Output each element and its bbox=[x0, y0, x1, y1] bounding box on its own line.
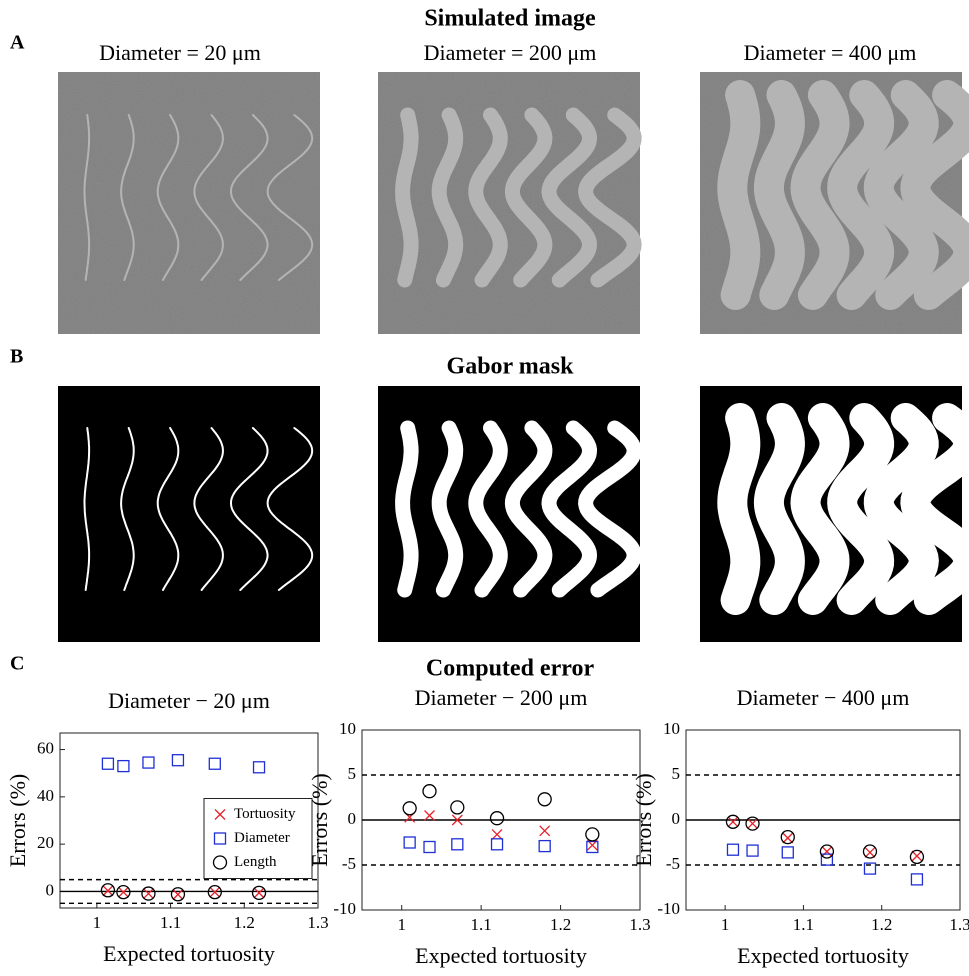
x-tick-label: 1.3 bbox=[629, 915, 650, 934]
chart-title: Diameter − 200 μm bbox=[415, 685, 588, 710]
x-axis-label: Expected tortuosity bbox=[103, 941, 275, 966]
legend-label: Length bbox=[234, 854, 277, 870]
mask-vessel bbox=[403, 428, 412, 590]
y-tick-label: -10 bbox=[333, 899, 356, 918]
y-tick-label: 10 bbox=[339, 719, 356, 738]
legend-label: Tortuosity bbox=[234, 806, 296, 822]
y-tick-label: 5 bbox=[672, 764, 681, 783]
vessel bbox=[732, 95, 745, 295]
image-title: Diameter = 400 μm bbox=[744, 40, 917, 65]
y-tick-label: 0 bbox=[672, 809, 681, 828]
x-tick-label: 1.3 bbox=[949, 915, 969, 934]
image-title: Diameter = 20 μm bbox=[99, 40, 261, 65]
panel-label: B bbox=[10, 346, 23, 368]
x-tick-label: 1.2 bbox=[871, 915, 892, 934]
x-tick-label: 1.1 bbox=[471, 915, 492, 934]
charts: Diameter − 20 μm Expected tortuosity Error… bbox=[5, 685, 969, 968]
y-axis-label: Errors (%) bbox=[631, 773, 656, 866]
chart-title: Diameter − 400 μm bbox=[737, 685, 910, 710]
y-tick-label: 40 bbox=[37, 786, 54, 805]
x-tick-label: 1.1 bbox=[793, 915, 814, 934]
x-tick-label: 1 bbox=[721, 915, 730, 934]
x-tick-label: 1.2 bbox=[234, 913, 255, 932]
image-title: Diameter = 200 μm bbox=[424, 40, 597, 65]
x-tick-label: 1 bbox=[397, 915, 406, 934]
chart-title: Diameter − 20 μm bbox=[108, 688, 270, 713]
y-tick-label: 0 bbox=[46, 880, 55, 899]
mask-vessel bbox=[732, 418, 745, 600]
vessel bbox=[403, 115, 412, 280]
y-axis-label: Errors (%) bbox=[307, 773, 332, 866]
panel-title: Gabor mask bbox=[447, 354, 575, 380]
panel-title: Simulated image bbox=[424, 6, 596, 32]
panel-label: C bbox=[10, 653, 24, 675]
y-tick-label: -10 bbox=[657, 899, 680, 918]
x-tick-label: 1.3 bbox=[307, 913, 328, 932]
y-tick-label: 60 bbox=[37, 738, 54, 757]
y-tick-label: 20 bbox=[37, 833, 54, 852]
x-tick-label: 1.1 bbox=[160, 913, 181, 932]
x-axis-label: Expected tortuosity bbox=[737, 943, 909, 968]
y-tick-label: 5 bbox=[348, 764, 357, 783]
y-tick-label: -5 bbox=[666, 854, 680, 873]
figure: Simulated image A Diameter = 20 μm Diame… bbox=[0, 0, 969, 976]
panel-label: A bbox=[10, 32, 25, 54]
y-tick-label: 10 bbox=[663, 719, 680, 738]
y-axis-label: Errors (%) bbox=[5, 774, 30, 867]
x-tick-label: 1.2 bbox=[550, 915, 571, 934]
mask-image bbox=[58, 386, 320, 642]
x-axis-label: Expected tortuosity bbox=[415, 943, 587, 968]
y-tick-label: 0 bbox=[348, 809, 357, 828]
image-noise bbox=[58, 72, 320, 334]
panel-title: Computed error bbox=[426, 656, 595, 682]
legend-label: Diameter bbox=[234, 830, 290, 846]
x-tick-label: 1 bbox=[93, 913, 102, 932]
y-tick-label: -5 bbox=[342, 854, 356, 873]
